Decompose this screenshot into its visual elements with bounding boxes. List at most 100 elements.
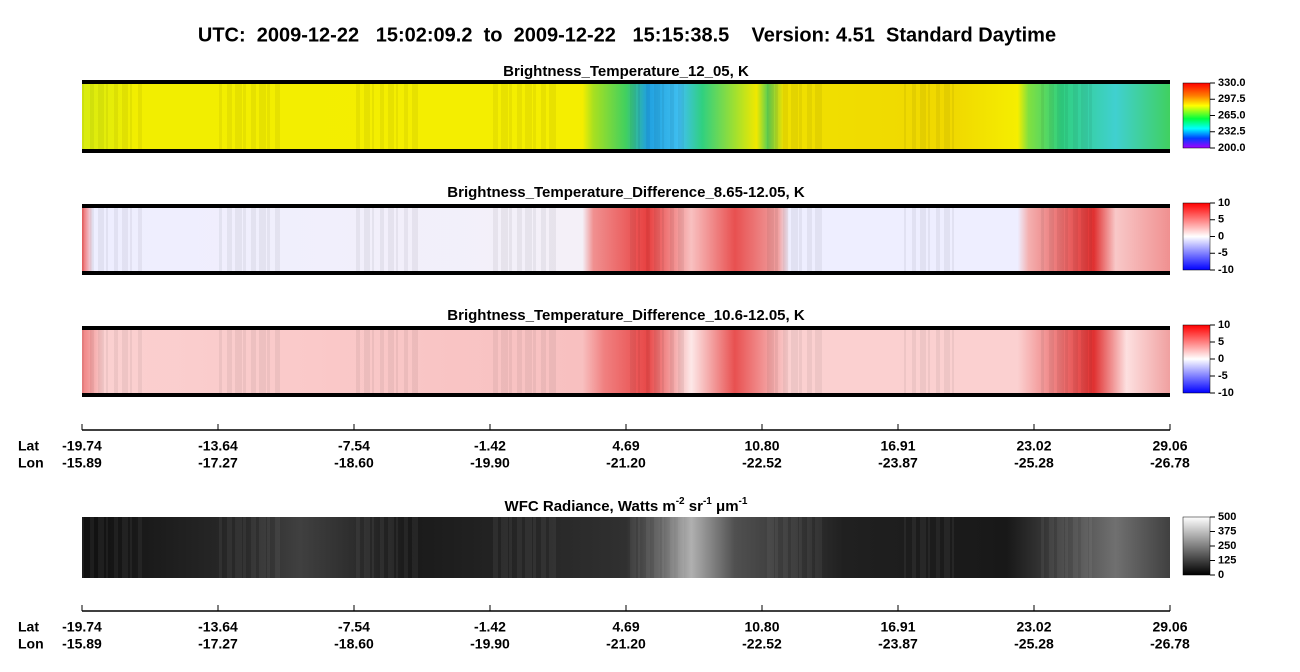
image-texture [952,207,954,272]
image-texture [130,83,132,150]
image-texture [549,207,556,272]
image-texture [227,207,232,272]
lon-label: -25.28 [1014,636,1054,652]
image-texture [412,329,418,394]
image-texture [815,329,822,394]
image-texture [904,329,906,394]
lat-label: 16.91 [880,619,915,635]
image-texture [275,329,280,394]
image-texture [1073,207,1078,272]
colorbar-label: 330.0 [1218,77,1246,89]
image-texture [380,83,384,150]
image-texture [380,329,384,394]
image-texture [235,83,242,150]
image-texture [509,207,512,272]
image-texture [493,329,498,394]
image-texture [493,83,498,150]
lon-label: -26.78 [1150,636,1190,652]
image-texture [372,329,374,394]
image-texture [259,83,266,150]
strip-border [82,204,1170,208]
colorbar-label: 0 [1218,230,1224,242]
lon-label: -19.90 [470,636,510,652]
image-texture [412,207,418,272]
image-texture [509,83,512,150]
image-texture [388,83,394,150]
image-texture [509,329,512,394]
lat-label: 10.80 [744,619,779,635]
image-texture [815,83,822,150]
image-texture [767,517,774,578]
image-texture [356,329,360,394]
colorbar [1182,202,1211,271]
image-texture [219,207,222,272]
image-texture [138,207,142,272]
strip-border [82,149,1170,153]
image-texture [928,329,930,394]
image-texture [396,83,398,150]
image-texture [90,517,94,578]
image-texture [1089,517,1092,578]
image-strip [82,517,1170,578]
image-texture [517,329,522,394]
image-texture [404,83,408,150]
image-texture [549,83,556,150]
image-texture [678,329,684,394]
lon-label: -21.20 [606,636,646,652]
image-texture [1089,83,1092,150]
image-texture [936,83,940,150]
image-texture [662,329,664,394]
image-texture [799,329,802,394]
image-texture [928,207,930,272]
image-texture [799,207,802,272]
colorbar-label: -10 [1218,387,1234,399]
image-texture [82,83,84,150]
image-texture [243,517,246,578]
lat-row-label: Lat [18,619,39,635]
image-texture [1065,517,1068,578]
image-texture [130,329,132,394]
image-texture [1081,517,1088,578]
image-texture [775,83,778,150]
image-texture [1057,83,1064,150]
image-texture [646,329,650,394]
colorbar-label: 0 [1218,569,1224,581]
colorbar-label: 250 [1218,540,1236,552]
image-texture [1049,83,1054,150]
image-texture [775,329,778,394]
image-texture [791,329,798,394]
lon-label: -21.20 [606,455,646,471]
strip-border [82,393,1170,397]
image-texture [638,83,640,150]
image-texture [138,329,142,394]
image-texture [98,83,104,150]
image-texture [533,517,536,578]
image-texture [138,517,142,578]
image-texture [251,207,256,272]
image-texture [98,329,104,394]
image-texture [1041,329,1044,394]
image-texture [493,517,498,578]
image-texture [122,207,128,272]
panel-title-part: -1 [703,496,712,507]
image-texture [1065,329,1068,394]
image-texture [227,517,232,578]
lat-label: -19.74 [62,438,102,454]
panel-title-part: Brightness_Temperature_12_05, K [503,63,749,80]
lat-label: -7.54 [338,619,370,635]
image-texture [412,517,418,578]
colorbar-label: 297.5 [1218,93,1246,105]
image-texture [1049,517,1054,578]
image-texture [1057,329,1064,394]
image-texture [541,83,546,150]
image-texture [227,329,232,394]
colorbar [1182,324,1211,394]
image-texture [356,83,360,150]
image-texture [517,83,522,150]
image-texture [404,517,408,578]
image-texture [662,83,664,150]
image-texture [815,517,822,578]
image-texture [501,207,508,272]
lon-label: -19.90 [470,455,510,471]
panel-title-part: Brightness_Temperature_Difference_8.65-1… [447,184,805,201]
